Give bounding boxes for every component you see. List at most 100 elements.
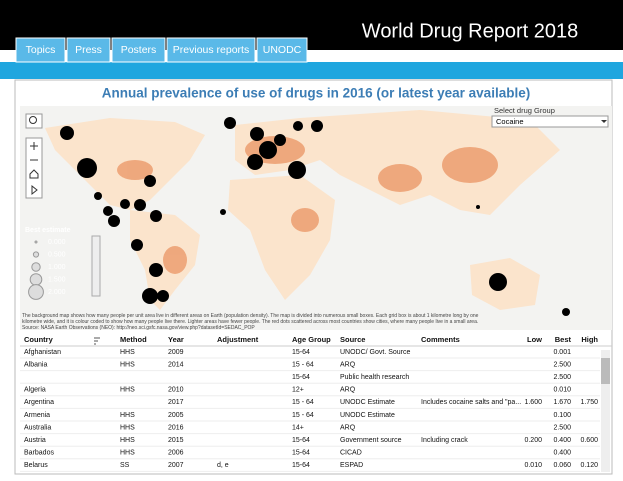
tab[interactable]	[15, 37, 66, 63]
bubble	[150, 210, 162, 222]
drug-select-label: Select drug Group	[494, 106, 555, 115]
table-cell: Public health research	[340, 374, 409, 381]
column-header[interactable]: Age Group	[292, 335, 331, 344]
bubble	[476, 205, 480, 209]
table-cell: 2014	[168, 361, 184, 368]
tab-label[interactable]: UNODC	[263, 44, 302, 56]
legend-label: 0.500	[48, 251, 66, 258]
control-icons	[29, 142, 39, 196]
table-cell: UNODC Estimate	[340, 399, 395, 406]
legend-circle	[28, 284, 44, 300]
column-header[interactable]: Adjustment	[217, 335, 259, 344]
bubble	[562, 308, 570, 316]
bubble	[142, 288, 158, 304]
bubble	[489, 273, 507, 291]
table-cell: 2015	[168, 437, 184, 444]
table-cell: HHS	[120, 437, 135, 444]
table-cell: Algeria	[24, 387, 46, 394]
density-patch	[291, 208, 319, 232]
table-cell: 1.750	[580, 399, 598, 406]
table-cell: CICAD	[340, 450, 362, 457]
table-cell: Barbados	[24, 450, 54, 457]
bubble	[250, 127, 264, 141]
bubble	[274, 134, 286, 146]
tab[interactable]	[256, 37, 308, 63]
table-cell: HHS	[120, 349, 135, 356]
table-cell: 0.400	[553, 437, 571, 444]
table-cell: Australia	[24, 424, 51, 431]
bubble	[134, 199, 146, 211]
legend-scrollbar[interactable]	[91, 235, 101, 297]
bubble	[77, 158, 97, 178]
table-cell: 2017	[168, 399, 184, 406]
column-header[interactable]: Year	[168, 335, 184, 344]
tab[interactable]	[166, 37, 256, 63]
column-header[interactable]: Low	[527, 335, 542, 344]
zoom-controls[interactable]	[25, 137, 43, 199]
drug-select: Select drug Group Cocaine	[491, 106, 609, 128]
legend-label: 2.000	[48, 289, 66, 296]
asia	[300, 110, 560, 215]
table-cell: 1.600	[524, 399, 542, 406]
tab[interactable]	[66, 37, 111, 63]
column-header[interactable]: High	[581, 335, 598, 344]
search-button[interactable]	[25, 113, 43, 129]
legend-label: 1.000	[48, 264, 66, 271]
table-cell: 0.010	[553, 387, 571, 394]
scroll-thumb[interactable]	[601, 358, 610, 384]
tab[interactable]	[111, 37, 166, 63]
legend-label: 0.000	[48, 239, 66, 246]
table-cell: 0.200	[524, 437, 542, 444]
table-cell: ESPAD	[340, 462, 363, 469]
table-cell: UNODC Estimate	[340, 412, 395, 419]
table-cell: Argentina	[24, 399, 54, 406]
sort-icon[interactable]	[94, 337, 100, 345]
column-header[interactable]: Best	[555, 335, 572, 344]
table-cell: 0.120	[580, 462, 598, 469]
dropdown-arrow	[601, 120, 607, 123]
table-cell: 14+	[292, 424, 304, 431]
table-cell: HHS	[120, 412, 135, 419]
tab-label[interactable]: Topics	[26, 44, 56, 56]
table-cell: ARQ	[340, 361, 356, 368]
tabs: Topics Press Posters Previous reports UNODC	[15, 37, 308, 63]
column-header[interactable]: Country	[24, 335, 54, 344]
table-cell: Belarus	[24, 462, 48, 469]
column-header[interactable]: Comments	[421, 335, 460, 344]
africa	[228, 175, 335, 300]
column-header[interactable]: Method	[120, 335, 147, 344]
table-cell: Includes cocaine salts and "pa...	[421, 399, 521, 406]
table: Country Method Year Adjustment Age Group Sour…	[20, 335, 612, 472]
table-cell: 15-64	[292, 462, 310, 469]
bubble	[60, 126, 74, 140]
table-cell: 2016	[168, 424, 184, 431]
table-scrollbar[interactable]	[601, 350, 610, 472]
table-cell: 2.500	[553, 374, 571, 381]
legend-circle	[31, 262, 41, 272]
table-cell: 15 - 64	[292, 412, 314, 419]
table-cell: 12+	[292, 387, 304, 394]
table-cell: 15-64	[292, 374, 310, 381]
drug-select-box[interactable]	[491, 115, 609, 128]
blue-bar	[0, 62, 623, 79]
bubble	[149, 263, 163, 277]
legend-circle	[32, 251, 40, 258]
legend-title: Best estimate	[25, 227, 71, 234]
column-header[interactable]: Source	[340, 335, 365, 344]
table-cell: Albania	[24, 361, 47, 368]
table-cell: HHS	[120, 450, 135, 457]
table-cell: 15-64	[292, 450, 310, 457]
tab-label[interactable]: Press	[75, 44, 102, 56]
tab-label[interactable]: Previous reports	[173, 44, 249, 56]
legend-label: 1.500	[48, 276, 66, 283]
tab-label[interactable]: Posters	[121, 44, 157, 56]
table-cell: Government source	[340, 437, 402, 444]
table-cell: 0.010	[524, 462, 542, 469]
bubble	[144, 175, 156, 187]
table-cell: 0.060	[553, 462, 571, 469]
bubbles	[60, 117, 570, 316]
table-cell: 0.600	[580, 437, 598, 444]
map-controls	[25, 113, 43, 199]
table-cell: 0.400	[553, 450, 571, 457]
